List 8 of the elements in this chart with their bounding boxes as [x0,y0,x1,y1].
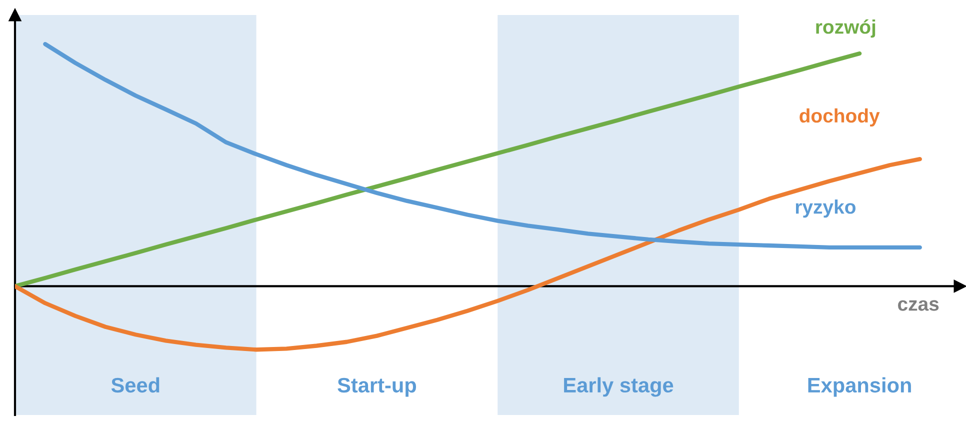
text: Start-up [338,378,416,397]
series-label: rozwój [816,19,876,38]
text: Seed [111,377,160,393]
x-axis-title: czas [898,300,939,311]
series-label: ryzyko [796,199,856,218]
text: Early stage [564,377,674,397]
text: Expansion [808,377,911,397]
text: dochody [800,108,880,126]
